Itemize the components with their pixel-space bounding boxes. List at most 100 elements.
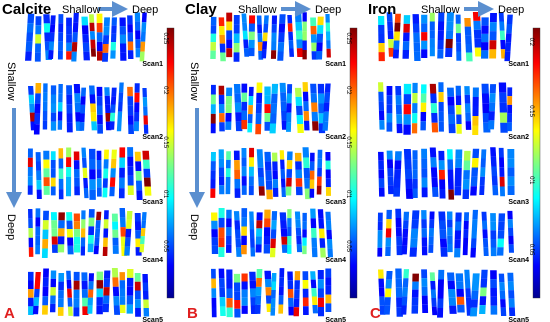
scan-strip [248, 39, 255, 48]
scan-strip [119, 272, 126, 281]
scan-strip [111, 268, 119, 278]
scan-strip [379, 296, 385, 306]
scan-strip [489, 12, 497, 23]
scan-strip [316, 33, 324, 43]
arrow-end: Deep [498, 4, 524, 16]
scan-strip [377, 230, 383, 240]
scan-strip [438, 211, 446, 221]
scan-strip [51, 220, 58, 229]
scan-strip [58, 23, 64, 33]
scan-strip [42, 229, 49, 240]
scan-strip [431, 112, 438, 123]
scan-strip [431, 177, 438, 187]
scan-strip [73, 307, 80, 317]
panel-title: Iron [368, 1, 396, 18]
scan-strip [448, 297, 457, 306]
scan-strip [386, 271, 393, 280]
scan-strip [73, 280, 80, 290]
scan-strip [67, 237, 74, 246]
scan-strip [226, 226, 232, 236]
scan-strip [32, 305, 39, 315]
scan-strip [317, 158, 323, 168]
scan-strip [257, 24, 263, 34]
scan-strip [279, 212, 287, 221]
scan-strip [225, 185, 231, 195]
scan-strip [247, 123, 253, 133]
scan-strip [438, 269, 445, 280]
scan-strip [57, 50, 63, 60]
scan-strip [499, 157, 505, 168]
scan-strip [49, 303, 56, 313]
scan-strip [235, 112, 242, 122]
scan-strip [463, 160, 471, 171]
scan-strip [326, 48, 331, 58]
scan-strip [50, 278, 57, 288]
scan-strip [87, 297, 94, 306]
scan-strip [429, 219, 435, 229]
scan-strip [445, 47, 453, 57]
scan-strip [287, 235, 292, 245]
scan-strip [378, 101, 385, 111]
scan-strip [218, 167, 225, 177]
scan-strip [142, 273, 149, 283]
scan-strip [74, 102, 82, 113]
scan-strip [447, 227, 453, 236]
scan-strip [287, 280, 294, 290]
scan-strip [479, 176, 485, 186]
scan-strip [281, 187, 287, 198]
scan-strip [96, 23, 103, 33]
scan-strip [431, 122, 439, 133]
scan-strip [43, 14, 51, 24]
scan-strip [463, 220, 469, 230]
scan-strip [271, 281, 277, 291]
scan-strip [28, 306, 34, 315]
scan-strip [412, 103, 418, 114]
scan-strip [384, 288, 392, 298]
scan-strip [421, 219, 427, 229]
scan-strip [286, 177, 292, 187]
scan-strip [241, 13, 247, 23]
scan-strip [29, 112, 36, 122]
scan-strip [304, 178, 311, 189]
scan-strip [87, 243, 94, 253]
scan-strip [80, 237, 86, 247]
scan-strip [34, 103, 41, 114]
scan-strip [264, 270, 272, 280]
scan-strip [43, 177, 50, 187]
scan-strip [119, 280, 126, 289]
scan-strip [112, 245, 119, 254]
scan-strip [295, 227, 302, 236]
scan-strip [81, 16, 89, 26]
colorbar [166, 27, 175, 299]
scan-strip [302, 212, 307, 222]
scan-strip [325, 187, 332, 196]
scan-strip [312, 121, 319, 131]
scan-strip [255, 295, 262, 305]
scan-strip [143, 115, 149, 125]
scan-strip [110, 168, 116, 178]
scan-strip [211, 229, 218, 238]
scan-strip [140, 41, 146, 52]
panel-title: Clay [185, 1, 217, 18]
colorbar-tick-label: 0.2 [345, 86, 351, 95]
scan-strip [89, 159, 96, 170]
scan-strip [465, 43, 473, 53]
scan-strip [58, 41, 64, 51]
scan-strip [325, 178, 331, 188]
scan-strip [462, 179, 470, 190]
scan-strip [279, 277, 285, 287]
scan-strip [127, 41, 134, 51]
scan-strip [50, 94, 57, 104]
scan-strip [386, 122, 393, 132]
scan-strip [218, 85, 225, 95]
scan-strip [73, 289, 80, 299]
scan-strip [437, 288, 444, 299]
scan-strip [218, 237, 225, 248]
scan-strip [102, 178, 108, 188]
scan-strip [141, 212, 147, 221]
scan-strip [233, 282, 241, 292]
scan-strip [447, 219, 453, 228]
scan-strip [249, 280, 257, 289]
scan-strip [241, 120, 248, 130]
scan-strip [255, 113, 262, 124]
